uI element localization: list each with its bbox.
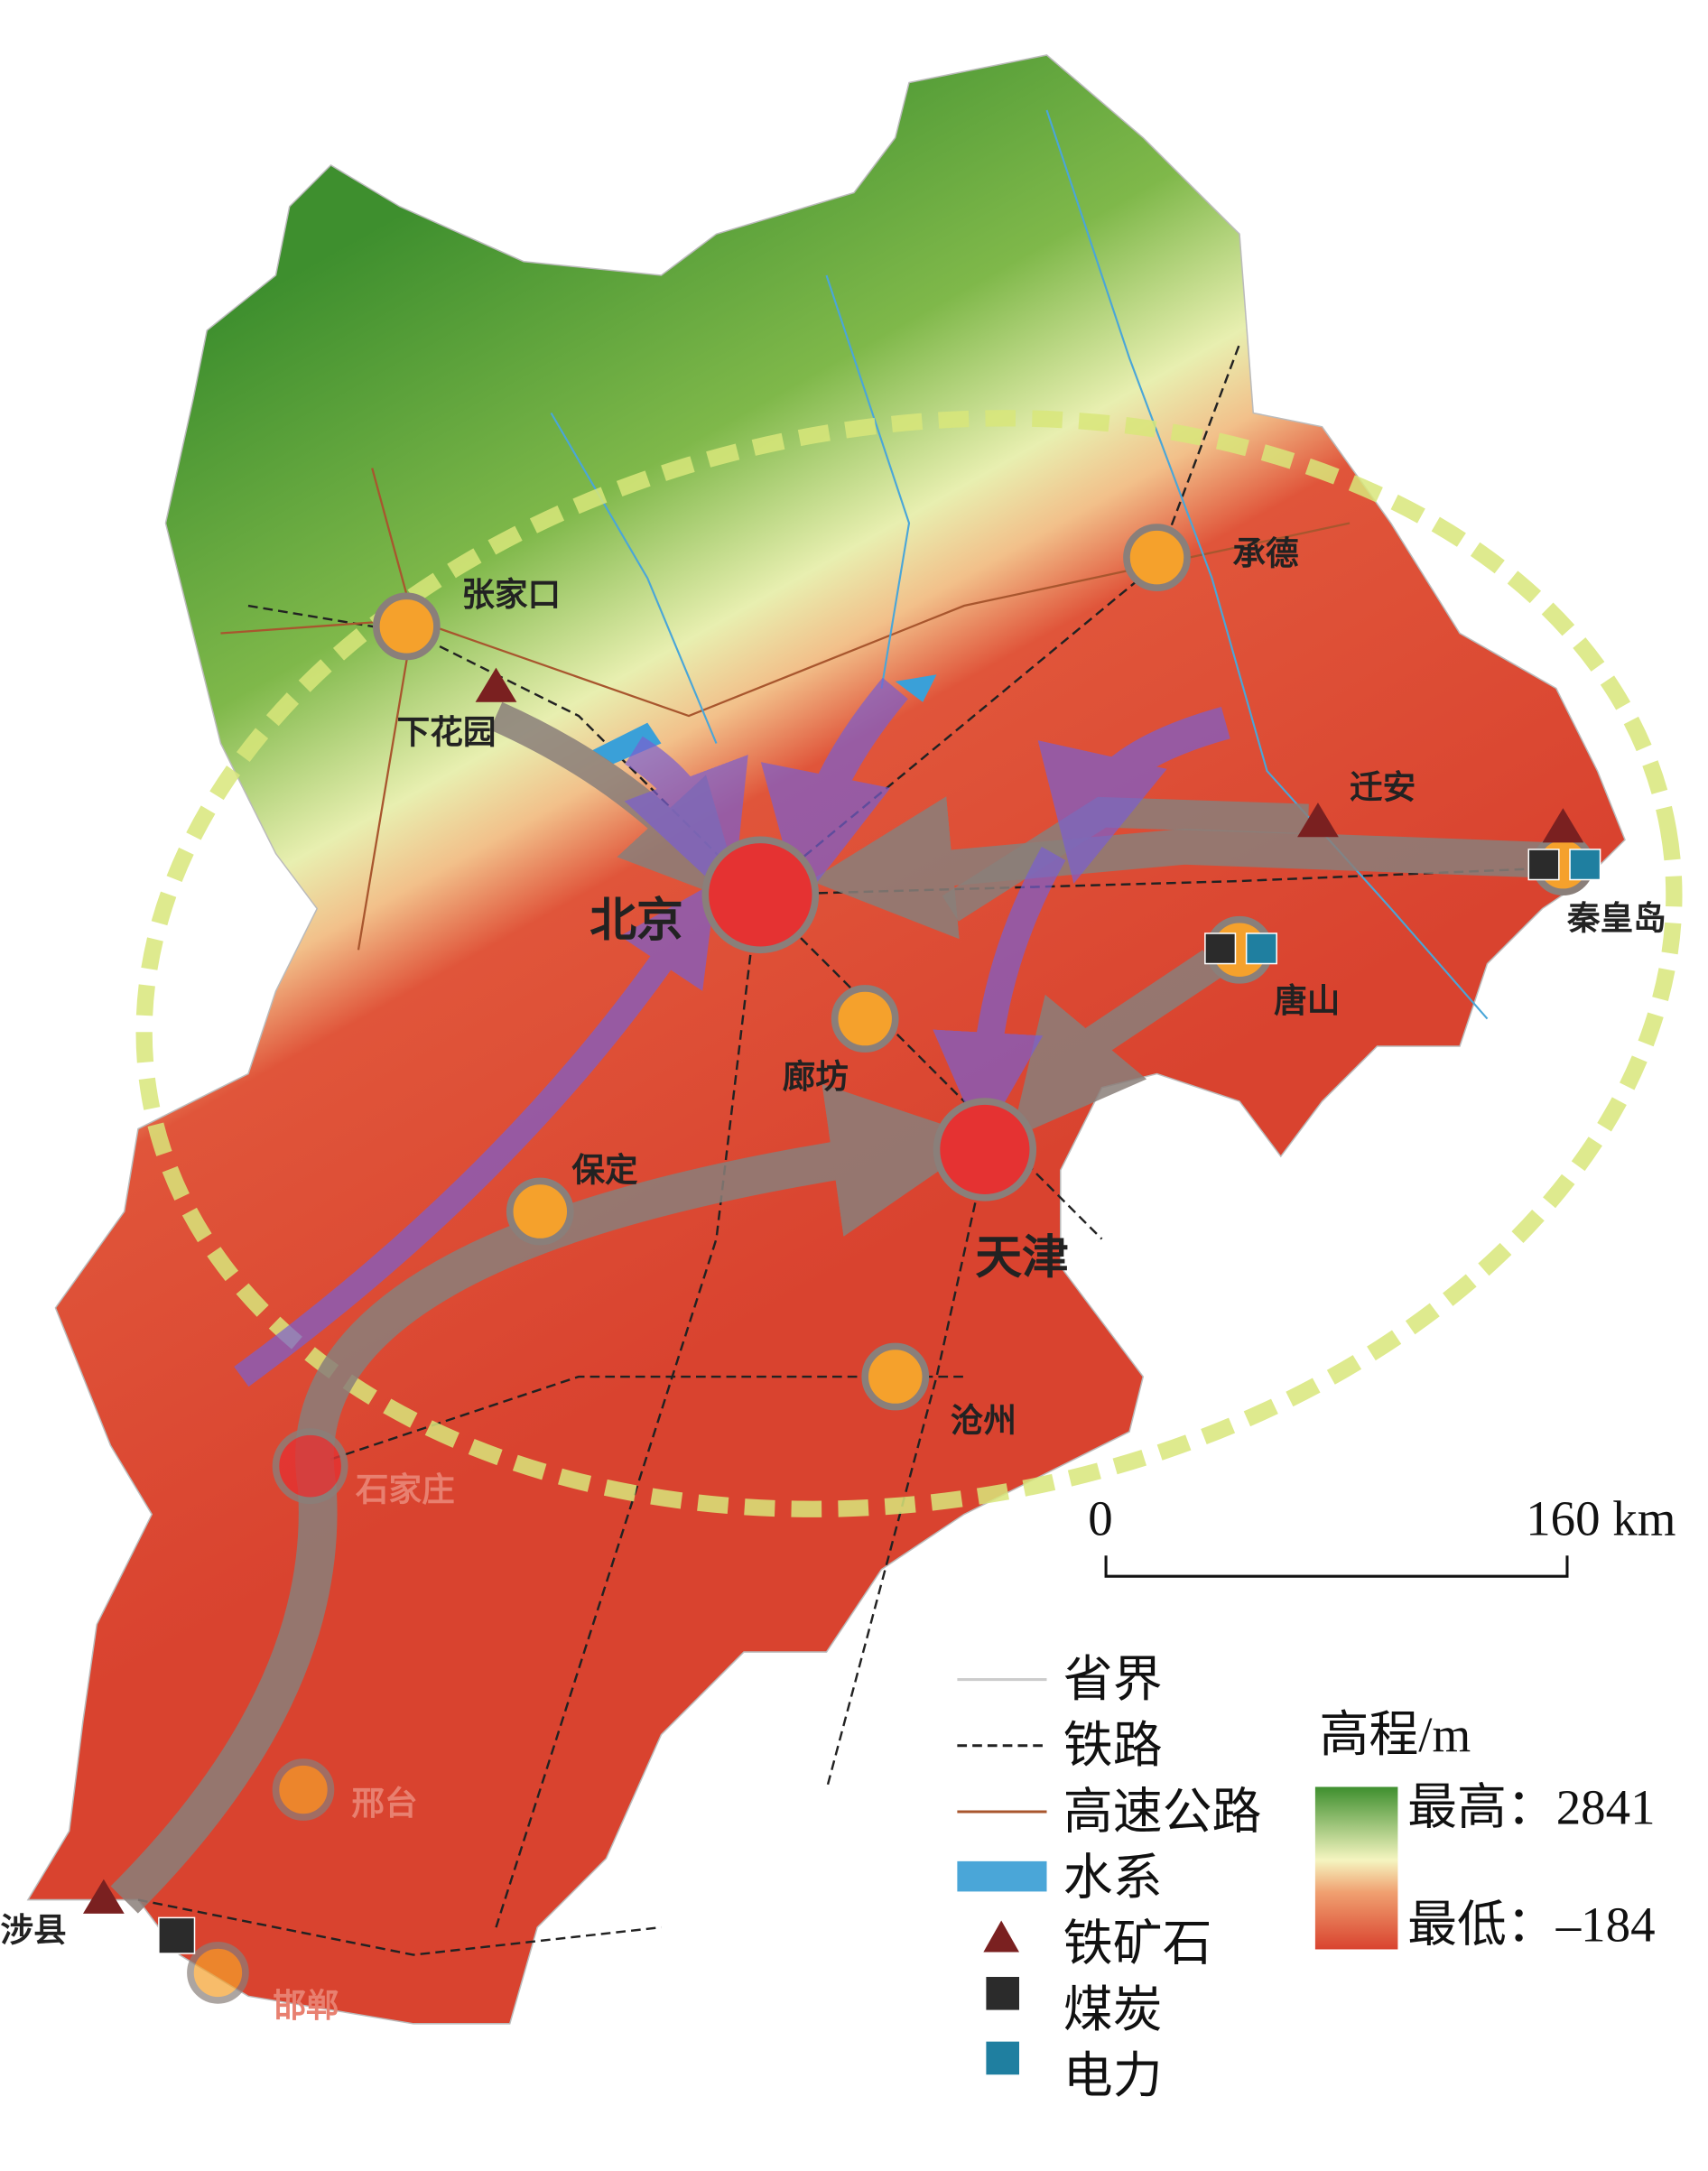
city-label: 承德 bbox=[1232, 533, 1298, 572]
flow-arrows bbox=[110, 677, 1557, 1914]
legend-label: 煤炭 bbox=[1063, 1982, 1163, 2037]
elevation-max: 最高：2841 bbox=[1407, 1780, 1655, 1835]
city-label: 邯郸 bbox=[273, 1986, 339, 2025]
city-label: 邢台 bbox=[351, 1784, 417, 1823]
rivers bbox=[550, 109, 1489, 1020]
legend-label: 高速公路 bbox=[1063, 1784, 1262, 1839]
elevation-min: 最低：–184 bbox=[1407, 1897, 1655, 1952]
dashed-ellipse bbox=[135, 410, 1683, 1517]
legend-label: 省界 bbox=[1063, 1652, 1163, 1707]
resource-symbols bbox=[82, 667, 1601, 1954]
legend-label: 铁矿石 bbox=[1063, 1916, 1212, 1972]
city-label: 涉县 bbox=[0, 1910, 66, 1949]
water-body bbox=[592, 722, 662, 765]
city-label: 秦皇岛 bbox=[1566, 898, 1666, 937]
scale-bar: 0 160 km bbox=[1088, 1490, 1676, 1578]
city-label: 下花园 bbox=[397, 713, 497, 752]
city-label: 石家庄 bbox=[356, 1470, 455, 1508]
city-label: 廊坊 bbox=[783, 1057, 849, 1096]
legend-label: 铁路 bbox=[1063, 1718, 1163, 1773]
city-label: 迁安 bbox=[1350, 768, 1416, 807]
legend-label: 电力 bbox=[1063, 2048, 1163, 2103]
city-label: 唐山 bbox=[1274, 981, 1340, 1020]
city-label: 保定 bbox=[571, 1150, 638, 1189]
elevation-title: 高程/m bbox=[1319, 1707, 1471, 1762]
water-body bbox=[895, 674, 937, 702]
city-label: 天津 bbox=[975, 1231, 1069, 1285]
scale-label: 160 km bbox=[1526, 1490, 1676, 1545]
legend-label: 水系 bbox=[1063, 1850, 1163, 1905]
city-label: 张家口 bbox=[461, 575, 561, 614]
scale-label: 0 bbox=[1088, 1490, 1112, 1545]
city-label: 沧州 bbox=[951, 1401, 1016, 1440]
legend: 省界 铁路 高速公路 水系 铁矿石 煤炭 电力 高程/m 最高：2841 最低：… bbox=[957, 1652, 1656, 2103]
city-label: 北京 bbox=[589, 894, 683, 948]
